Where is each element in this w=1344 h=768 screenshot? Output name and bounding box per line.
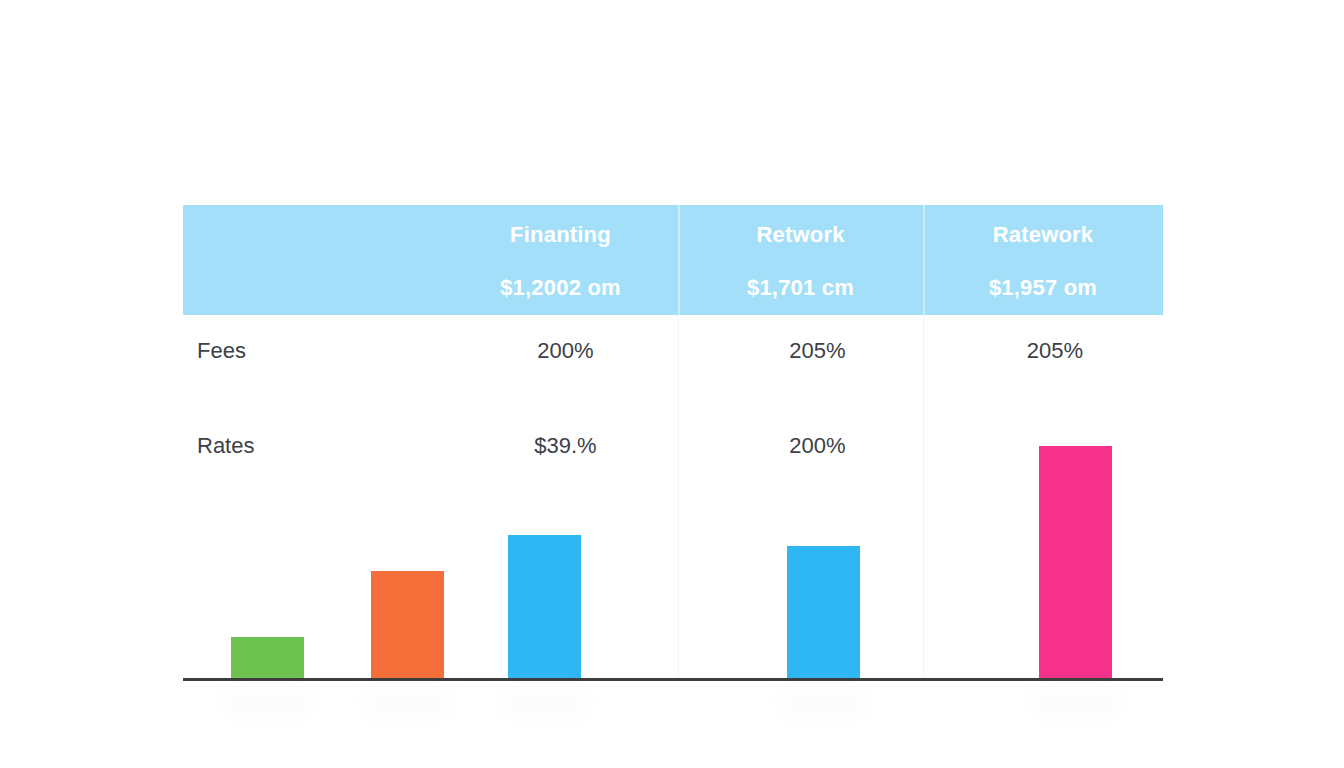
x-axis-line [183,678,1163,681]
bar-orange [371,571,444,679]
bar-pink [1039,446,1112,679]
bar-blue-1 [508,535,581,679]
bar-blue-2 [787,546,860,679]
bar-green [231,637,304,679]
bar-chart-layer [0,0,1344,768]
